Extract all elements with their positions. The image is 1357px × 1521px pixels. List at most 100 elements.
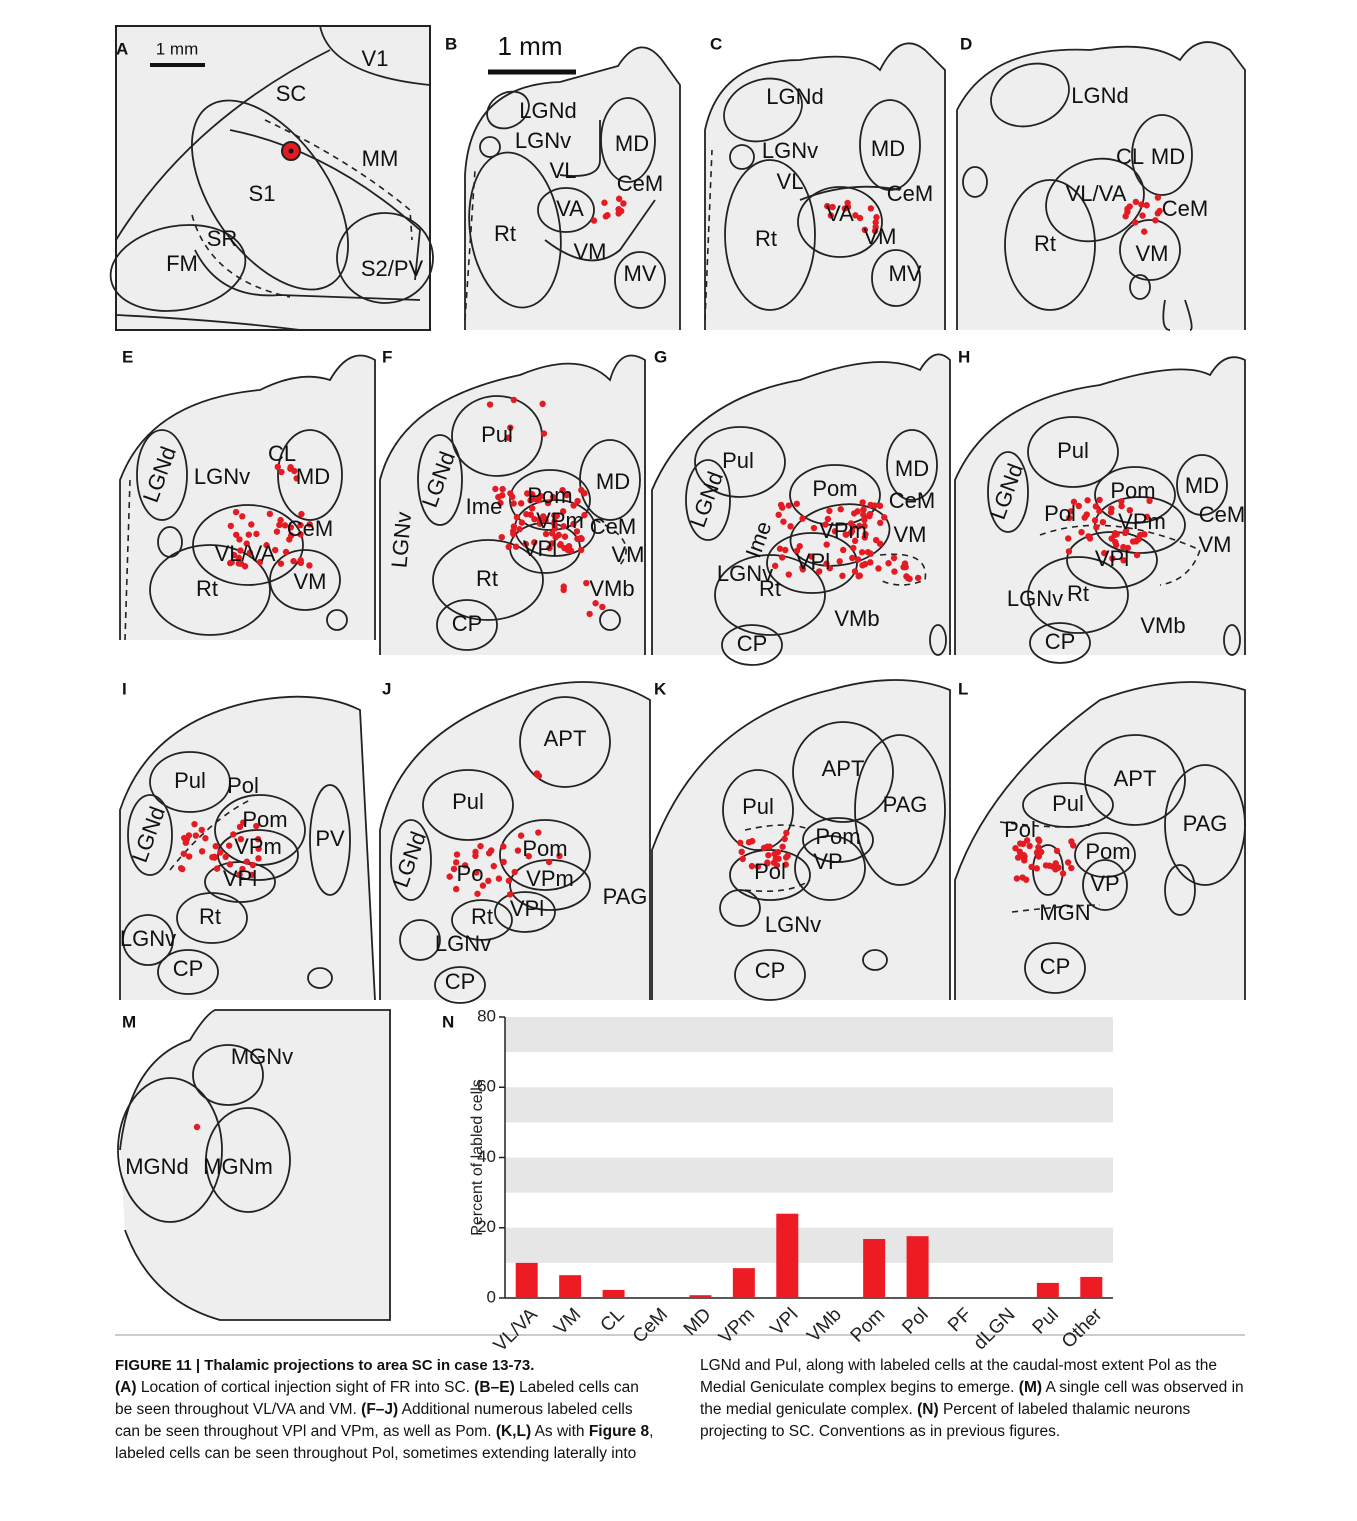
labeled-cell bbox=[186, 853, 192, 859]
x-tick-label: VPm bbox=[715, 1304, 759, 1348]
region-label: Pol bbox=[1004, 817, 1036, 842]
page: A1 mmSCV1MMS1SRFMS2/PVB1 mmLGNdLGNvMDVLC… bbox=[0, 0, 1357, 1521]
labeled-cell bbox=[859, 549, 865, 555]
labeled-cell bbox=[568, 548, 574, 554]
labeled-cell bbox=[615, 206, 621, 212]
labeled-cell bbox=[865, 549, 871, 555]
region-label: MGNm bbox=[203, 1154, 273, 1179]
region-label: LGNv bbox=[386, 511, 416, 569]
labeled-cell bbox=[592, 600, 598, 606]
bar bbox=[776, 1214, 798, 1298]
grid-band bbox=[505, 1087, 1113, 1122]
region-label: VPl bbox=[796, 549, 830, 574]
caption-run: Figure 8 bbox=[589, 1423, 649, 1440]
region-label: CP bbox=[1040, 954, 1071, 979]
labeled-cell bbox=[535, 829, 541, 835]
panel: ELGNdCLLGNvMDCeMVL/VARtVM bbox=[120, 347, 375, 640]
labeled-cell bbox=[599, 604, 605, 610]
y-tick-label: 80 bbox=[477, 1006, 496, 1025]
panel: IPulPolPomPVLGNdVPmVPlLGNvRtCP bbox=[120, 679, 375, 1000]
region-label: LGNv bbox=[435, 931, 491, 956]
labeled-cell bbox=[1052, 866, 1058, 872]
labeled-cell bbox=[1035, 844, 1041, 850]
labeled-cell bbox=[506, 878, 512, 884]
labeled-cell bbox=[276, 522, 282, 528]
region-label: LGNd bbox=[519, 98, 576, 123]
labeled-cell bbox=[780, 518, 786, 524]
x-tick-label: CL bbox=[597, 1304, 629, 1336]
labeled-cell bbox=[881, 514, 887, 520]
labeled-cell bbox=[1015, 854, 1021, 860]
region-label: MV bbox=[889, 261, 922, 286]
panel: A1 mmSCV1MMS1SRFMS2/PV bbox=[104, 26, 433, 330]
labeled-cell bbox=[1065, 859, 1071, 865]
labeled-cell bbox=[867, 502, 873, 508]
region-label: Pul bbox=[722, 448, 754, 473]
labeled-cell bbox=[233, 509, 239, 515]
labeled-cell bbox=[1028, 864, 1034, 870]
region-label: Pom bbox=[1110, 478, 1155, 503]
labeled-cell bbox=[253, 531, 259, 537]
bar bbox=[733, 1268, 755, 1298]
caption-title: FIGURE 11 | Thalamic projections to area… bbox=[115, 1355, 660, 1377]
labeled-cell bbox=[491, 863, 497, 869]
region-label: VL bbox=[550, 158, 577, 183]
labeled-cell bbox=[485, 878, 491, 884]
region-label: VPm bbox=[1118, 509, 1166, 534]
labeled-cell bbox=[1096, 497, 1102, 503]
labeled-cell bbox=[515, 847, 521, 853]
region-label: SC bbox=[276, 81, 307, 106]
region-label: APT bbox=[544, 726, 587, 751]
labeled-cell bbox=[915, 575, 921, 581]
labeled-cell bbox=[512, 869, 518, 875]
region-label: Pul bbox=[174, 768, 206, 793]
region-label: Pol bbox=[227, 773, 259, 798]
caption-run: (F–J) bbox=[361, 1401, 398, 1418]
labeled-cell bbox=[779, 504, 785, 510]
panel-letter: M bbox=[122, 1012, 136, 1031]
labeled-cell bbox=[446, 873, 452, 879]
labeled-cell bbox=[1152, 217, 1158, 223]
caption-run: (N) bbox=[917, 1401, 939, 1418]
region-label: VMb bbox=[1140, 613, 1185, 638]
labeled-cell bbox=[474, 891, 480, 897]
labeled-cell bbox=[191, 821, 197, 827]
region-label: Pom bbox=[1085, 839, 1130, 864]
region-label: Rt bbox=[199, 904, 221, 929]
labeled-cell bbox=[1070, 842, 1076, 848]
labeled-cell bbox=[877, 503, 883, 509]
labeled-cell bbox=[511, 397, 517, 403]
labeled-cell bbox=[794, 501, 800, 507]
region-label: V1 bbox=[362, 46, 389, 71]
panel-letter: K bbox=[654, 679, 667, 698]
x-tick-label: PF bbox=[944, 1304, 976, 1336]
region-label: VPl bbox=[1095, 546, 1129, 571]
labeled-cell bbox=[1134, 552, 1140, 558]
labeled-cell bbox=[868, 205, 874, 211]
region-label: LGNv bbox=[765, 912, 821, 937]
labeled-cell bbox=[601, 200, 607, 206]
region-label: MD bbox=[1185, 473, 1219, 498]
labeled-cell bbox=[287, 466, 293, 472]
labeled-cell bbox=[1100, 519, 1106, 525]
region-label: Rt bbox=[471, 904, 493, 929]
labeled-cell bbox=[217, 849, 223, 855]
region-label: MM bbox=[362, 146, 399, 171]
region-label: Pom bbox=[812, 476, 857, 501]
region-label: VPm bbox=[819, 518, 867, 543]
labeled-cell bbox=[513, 544, 519, 550]
grid-band bbox=[505, 1017, 1113, 1052]
region-label: Pul bbox=[1052, 791, 1084, 816]
labeled-cell bbox=[194, 1124, 200, 1130]
panel: GPulMDLGNdPomCeMImeVPmVMVPlLGNvRtVMbCP bbox=[652, 347, 950, 665]
panel: HPulMDLGNdPomCeMPolVPmVMVPlLGNvRtVMbCP bbox=[955, 347, 1245, 663]
labeled-cell bbox=[226, 842, 232, 848]
labeled-cell bbox=[516, 526, 522, 532]
panel-letter: I bbox=[122, 679, 127, 698]
labeled-cell bbox=[811, 525, 817, 531]
labeled-cell bbox=[536, 773, 542, 779]
panel: FPulMDLGNdImePomCeMLGNvVPmVMVPlRtVMbCP bbox=[380, 347, 645, 655]
labeled-cell bbox=[239, 513, 245, 519]
region-label: VMb bbox=[589, 576, 634, 601]
